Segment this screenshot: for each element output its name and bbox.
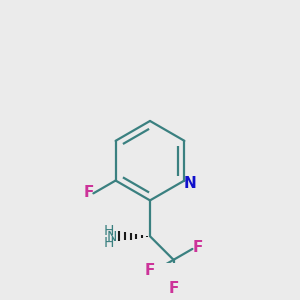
Text: N: N [184, 176, 196, 191]
Text: F: F [145, 263, 155, 278]
Text: H: H [103, 224, 114, 238]
Text: F: F [168, 280, 179, 296]
Text: N: N [107, 230, 117, 244]
Text: F: F [84, 185, 94, 200]
Text: H: H [103, 236, 114, 250]
Text: F: F [192, 240, 203, 255]
